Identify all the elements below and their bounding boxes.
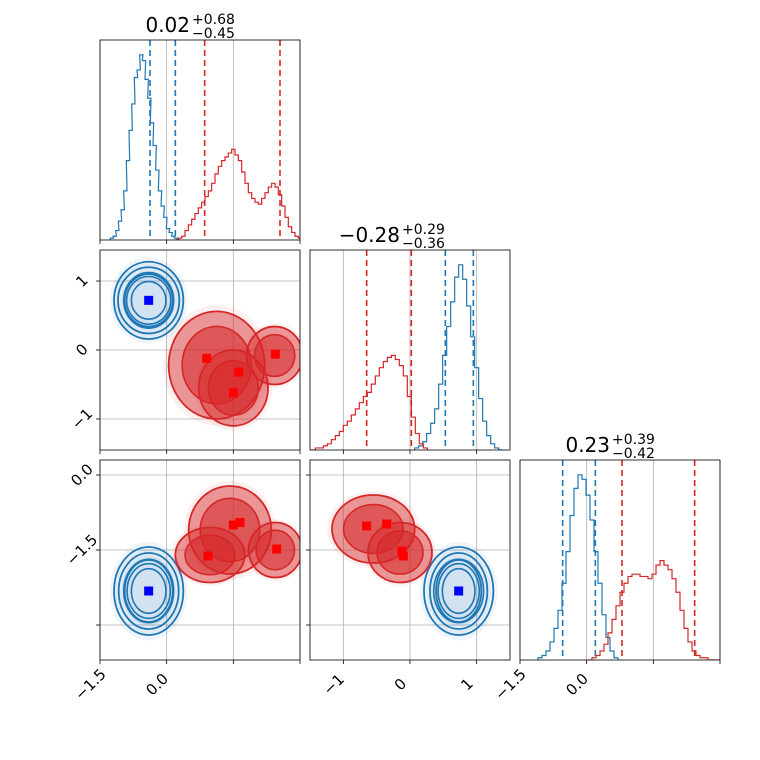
x-tick-label: 0.0 (562, 670, 592, 700)
panel-title-minus: −0.42 (612, 446, 655, 462)
mode-marker (235, 518, 245, 527)
panel-1-0: 1 0 −1 (68, 249, 301, 454)
mode-marker (382, 519, 392, 529)
contour-outer (117, 552, 180, 630)
mode-marker (270, 349, 280, 359)
panel-content (109, 40, 300, 240)
contour-inner (126, 562, 172, 620)
y-tick-label: 0 (72, 340, 91, 359)
histogram-series-1 (311, 354, 428, 450)
panel-0-0: 0.02 +0.68−0.45 (99, 12, 301, 244)
mode-marker (228, 388, 238, 398)
x-tick-label: 0 (391, 675, 410, 694)
panel-title-plus: +0.68 (192, 12, 235, 28)
contour-outer (423, 546, 495, 636)
contour-inner (130, 280, 167, 321)
mode-marker (202, 353, 212, 363)
x-tick-label: 0.0 (142, 670, 172, 700)
mode-marker (228, 520, 238, 530)
panel-title-median: −0.28 (339, 223, 400, 247)
contour-outer (113, 260, 185, 340)
panel-title-plus: +0.29 (402, 222, 445, 238)
x-tick-label: −1.5 (71, 665, 109, 703)
panel-content (537, 460, 720, 660)
panel-1-1: −0.28 +0.29−0.36 (309, 222, 511, 454)
mode-marker (234, 367, 244, 377)
panel-title-median: 0.23 (565, 433, 610, 457)
panel-content (311, 250, 503, 450)
panel-title-minus: −0.45 (192, 26, 235, 42)
panel-frame (519, 459, 721, 661)
contour-outer (117, 266, 181, 335)
mode-marker (144, 586, 154, 596)
contour-outer (123, 273, 174, 328)
panel-content (109, 480, 300, 641)
mode-marker (362, 521, 372, 531)
histogram-series-1 (175, 148, 300, 240)
contour-inner (122, 271, 175, 329)
contour-inner (125, 275, 172, 325)
mode-marker (454, 586, 464, 596)
contour-inner (207, 359, 260, 417)
panel-title-plus: +0.39 (612, 432, 655, 448)
panel-title-minus: −0.36 (402, 236, 445, 252)
mode-marker (144, 295, 154, 305)
y-tick-label: −1 (68, 405, 96, 433)
x-tick-label: −1.5 (491, 665, 529, 703)
contour-outer (429, 552, 489, 630)
panel-content (327, 490, 498, 641)
histogram-series-0 (537, 474, 619, 660)
panel-frame (99, 39, 301, 241)
x-tick-label: 1 (457, 675, 476, 694)
panel-frame (99, 459, 301, 661)
panel-content (109, 257, 300, 431)
panel-2-1: −1 0 1 (306, 459, 511, 699)
contour-outer (113, 546, 185, 636)
mode-marker (272, 544, 282, 554)
panel-title-median: 0.02 (145, 13, 190, 37)
y-tick-label: 1 (72, 271, 91, 290)
histogram-series-0 (414, 264, 503, 450)
y-tick-label: −1.5 (63, 531, 101, 569)
mode-marker (397, 546, 407, 556)
panel-2-2: −1.5 0.0 0.23 +0.39−0.42 (491, 432, 721, 704)
contour-inner (130, 567, 167, 615)
contour-inner (441, 567, 476, 615)
contour-inner (437, 562, 481, 620)
panel-2-0: 0.0 −1.5 −1.5 0.0 (63, 459, 301, 704)
mode-marker (398, 551, 408, 561)
histogram-series-0 (109, 54, 181, 240)
histogram-series-1 (588, 560, 720, 660)
y-tick-label: 0.0 (67, 460, 97, 490)
contour-inner (122, 558, 175, 624)
x-tick-label: −1 (320, 670, 348, 698)
contour-inner (432, 558, 485, 624)
mode-marker (203, 551, 213, 561)
